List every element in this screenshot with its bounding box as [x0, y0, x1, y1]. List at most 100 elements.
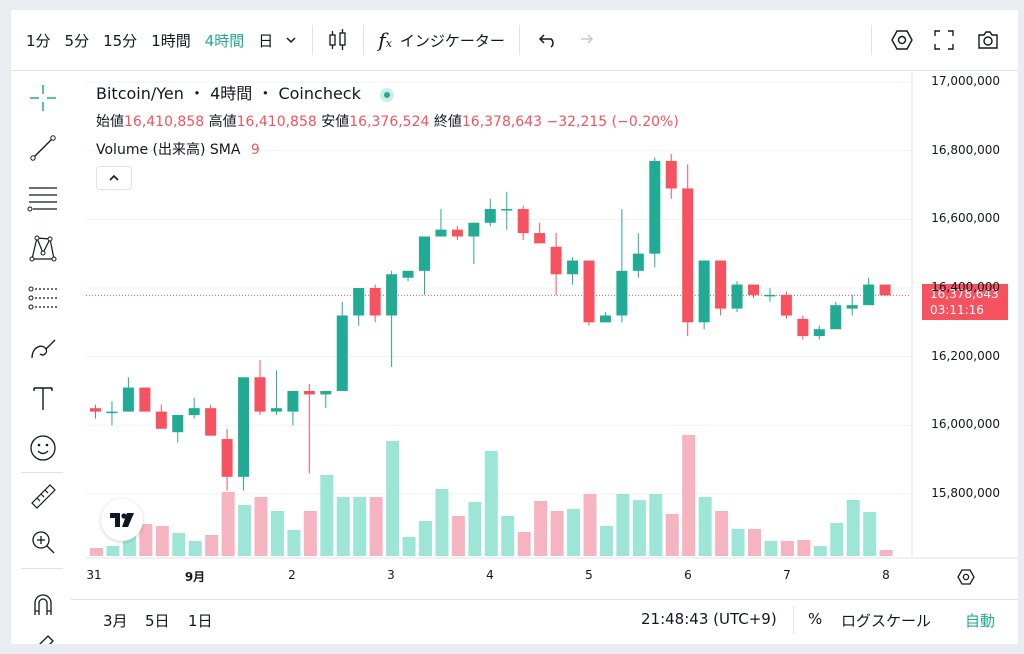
candle-body[interactable] [501, 209, 513, 211]
fib-retracement-icon[interactable] [25, 180, 61, 216]
timeframe-1h[interactable]: 1時間 [151, 31, 191, 50]
candle-body[interactable] [122, 387, 134, 412]
fullscreen-icon[interactable] [922, 22, 966, 58]
camera-icon[interactable] [966, 22, 1010, 58]
candle-body[interactable] [221, 439, 233, 477]
candle-body[interactable] [238, 377, 250, 477]
brush-icon[interactable] [25, 330, 61, 366]
candle-body[interactable] [599, 315, 611, 323]
text-tool-icon[interactable] [25, 380, 61, 416]
crosshair-icon[interactable] [25, 80, 61, 116]
volume-label[interactable]: Volume (出来高) [96, 142, 206, 158]
volume-bar [797, 540, 811, 556]
candle-body[interactable] [369, 288, 381, 316]
candle-body[interactable] [780, 294, 792, 316]
range-1d[interactable]: 1日 [188, 612, 213, 630]
candle-body[interactable] [320, 391, 332, 395]
auto-scale-toggle[interactable]: 自動 [965, 612, 996, 630]
candle-body[interactable] [813, 329, 825, 337]
timezone-clock[interactable]: 21:48:43 (UTC+9) [641, 610, 777, 628]
timeframe-4h[interactable]: 4時間 [204, 31, 245, 50]
timeframe-chevron-down-icon[interactable] [280, 22, 302, 58]
toolbar-divider [312, 25, 314, 55]
candle-body[interactable] [435, 229, 447, 237]
volume-bar [534, 501, 548, 556]
trend-line-icon[interactable] [25, 130, 61, 166]
volume-bar [501, 516, 515, 556]
candle-body[interactable] [715, 260, 727, 309]
zoom-in-icon[interactable] [25, 524, 61, 560]
candle-body[interactable] [386, 274, 398, 316]
candle-body[interactable] [106, 411, 118, 414]
candle-body[interactable] [731, 284, 743, 309]
candle-body[interactable] [616, 270, 628, 316]
candle-body[interactable] [468, 222, 480, 237]
candle-body[interactable] [205, 408, 217, 436]
volume-bar [632, 500, 646, 556]
redo-icon[interactable] [566, 22, 602, 58]
candle-body[interactable] [353, 288, 365, 316]
candles-chart-type-icon[interactable] [323, 22, 353, 58]
price-chart[interactable] [11, 10, 1018, 600]
close-value: 16,378,643 [461, 114, 543, 130]
candle-body[interactable] [451, 229, 463, 237]
candle-body[interactable] [863, 284, 875, 306]
volume-bar [764, 541, 778, 556]
market-status-dot-icon [379, 87, 394, 102]
volume-bar [205, 535, 219, 556]
candle-body[interactable] [764, 294, 776, 297]
emoji-smiley-icon[interactable] [25, 430, 61, 466]
symbol-name[interactable]: Bitcoin [96, 84, 151, 103]
candle-body[interactable] [748, 284, 759, 295]
candle-body[interactable] [419, 236, 430, 271]
candle-body[interactable] [287, 391, 299, 412]
prediction-measure-icon[interactable] [25, 280, 61, 316]
candle-body[interactable] [846, 305, 858, 309]
settings-hexagon-icon[interactable] [882, 22, 922, 58]
chart-window: 1分 5分 15分 1時間 4時間 日 fx インジケーター [11, 10, 1018, 644]
candle-body[interactable] [649, 160, 661, 254]
candle-body[interactable] [155, 411, 167, 429]
undo-icon[interactable] [530, 22, 566, 58]
log-scale-toggle[interactable]: ログスケール [841, 612, 932, 630]
range-3m[interactable]: 3月 [103, 612, 128, 630]
timeframe-5m[interactable]: 5分 [64, 31, 90, 50]
candle-body[interactable] [665, 160, 677, 189]
candle-body[interactable] [534, 233, 546, 244]
timeframe-1d[interactable]: 日 [258, 31, 274, 50]
candle-body[interactable] [270, 408, 282, 412]
percent-scale-toggle[interactable]: % [808, 610, 823, 628]
ruler-icon[interactable] [25, 478, 61, 514]
candle-body[interactable] [90, 408, 101, 412]
candle-body[interactable] [336, 315, 348, 391]
candle-body[interactable] [139, 387, 151, 412]
legend-collapse-button[interactable] [96, 166, 132, 190]
candle-body[interactable] [303, 391, 315, 395]
pencil-icon[interactable] [25, 628, 61, 644]
axis-settings-icon[interactable] [956, 567, 978, 589]
candle-body[interactable] [254, 377, 266, 412]
range-5d[interactable]: 5日 [145, 612, 170, 630]
candle-body[interactable] [550, 246, 562, 275]
candle-body[interactable] [682, 188, 694, 323]
candle-body[interactable] [188, 408, 200, 416]
candle-body[interactable] [172, 415, 184, 433]
candle-body[interactable] [698, 260, 710, 323]
candle-body[interactable] [583, 260, 595, 323]
timeframe-1m[interactable]: 1分 [26, 31, 51, 50]
candle-body[interactable] [484, 209, 496, 223]
candle-body[interactable] [879, 284, 891, 296]
candle-body[interactable] [517, 209, 529, 234]
candle-body[interactable] [567, 260, 579, 275]
candle-body[interactable] [402, 270, 414, 278]
pattern-xabcd-icon[interactable] [25, 230, 61, 266]
timeframe-15m[interactable]: 15分 [103, 31, 138, 50]
volume-bar [238, 505, 252, 556]
candle-body[interactable] [830, 305, 842, 330]
magnet-icon[interactable] [25, 586, 61, 622]
volume-bar [386, 441, 400, 556]
volume-bar [419, 521, 432, 556]
indicators-button[interactable]: fx インジケーター [374, 22, 509, 58]
candle-body[interactable] [797, 318, 809, 337]
candle-body[interactable] [632, 253, 644, 271]
